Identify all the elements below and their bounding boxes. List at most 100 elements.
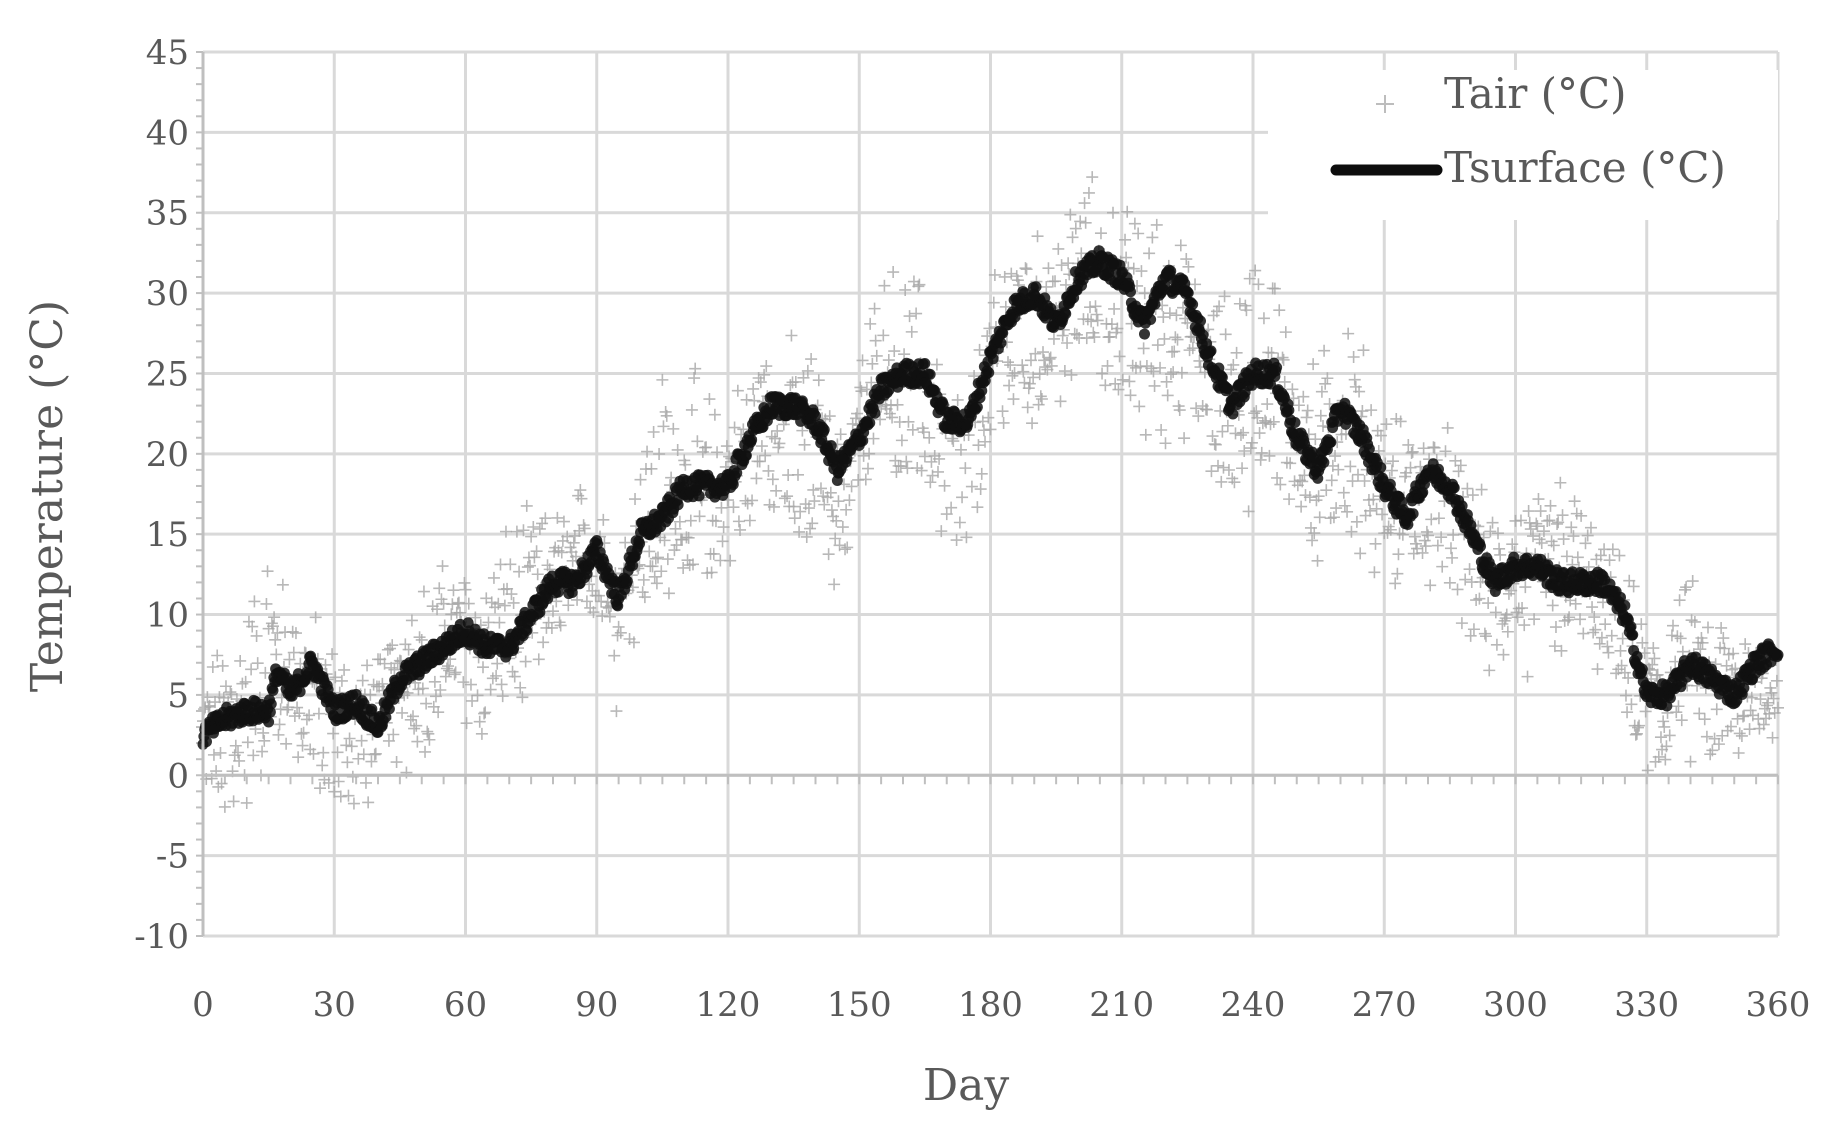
tair-point <box>1353 385 1366 398</box>
tair-point <box>510 525 523 538</box>
tair-point <box>1112 383 1125 396</box>
tair-point <box>492 597 505 610</box>
tsurface-point <box>983 367 995 379</box>
tair-point <box>297 726 310 739</box>
tair-point <box>1563 611 1576 624</box>
tair-point <box>1169 331 1182 344</box>
tair-point <box>1670 706 1683 719</box>
tair-point <box>1506 538 1519 551</box>
tair-point <box>656 373 669 386</box>
tair-point <box>814 482 827 495</box>
tair-point <box>638 591 651 604</box>
tair-point <box>1265 346 1278 359</box>
tair-point <box>1137 342 1150 355</box>
y-tick-label: 30 <box>146 274 189 314</box>
tair-point <box>1739 638 1752 651</box>
tair-point <box>1300 411 1313 424</box>
tair-point <box>250 629 263 642</box>
tair-point <box>1633 719 1646 732</box>
tair-point <box>947 435 960 448</box>
tair-point <box>773 437 786 450</box>
tair-point <box>793 525 806 538</box>
tair-point <box>818 498 831 511</box>
tair-point <box>841 541 854 554</box>
tair-point <box>1587 626 1600 639</box>
x-tick-label: 90 <box>575 985 618 1025</box>
tair-point <box>669 522 682 535</box>
tair-point <box>1521 670 1534 683</box>
tair-point <box>411 735 424 748</box>
y-tick-label: 0 <box>167 756 189 796</box>
tair-point <box>1159 437 1172 450</box>
tair-point <box>331 746 344 759</box>
tair-point <box>319 658 332 671</box>
tair-point <box>1588 611 1601 624</box>
tair-point <box>754 376 767 389</box>
tair-point <box>322 776 335 789</box>
tair-point <box>1059 278 1072 291</box>
tair-point <box>882 354 895 367</box>
tair-point <box>1090 308 1103 321</box>
tair-point <box>1154 361 1167 374</box>
tair-point <box>792 468 804 481</box>
tair-point <box>716 535 729 548</box>
tsurface-point <box>1417 486 1429 498</box>
tair-point <box>283 653 296 666</box>
tair-point <box>1651 668 1664 681</box>
tsurface-point <box>1289 417 1301 429</box>
tair-point <box>248 595 261 608</box>
tair-point <box>1256 417 1269 430</box>
tair-point <box>1454 459 1467 472</box>
tair-point <box>828 578 841 591</box>
tair-point <box>965 480 978 493</box>
tair-point <box>711 446 724 459</box>
tair-point <box>707 547 720 560</box>
tair-point <box>856 354 869 367</box>
tair-point <box>1621 706 1634 719</box>
tair-point <box>1724 720 1737 733</box>
tair-point <box>434 683 447 696</box>
tair-point <box>214 746 227 759</box>
tair-point <box>1061 337 1074 350</box>
tair-point <box>784 379 797 392</box>
tair-point <box>1408 530 1421 543</box>
tair-point <box>493 616 506 629</box>
tair-point <box>1593 637 1606 650</box>
tair-point <box>1058 365 1071 378</box>
tair-point <box>490 669 503 682</box>
tair-point <box>597 513 610 526</box>
tair-point <box>1255 446 1268 459</box>
tair-point <box>1180 253 1193 266</box>
tair-point <box>1321 372 1334 385</box>
tair-point <box>789 375 802 388</box>
tair-point <box>452 596 465 609</box>
tair-point <box>1026 417 1039 430</box>
x-tick-label: 180 <box>958 985 1023 1025</box>
tair-point <box>246 620 259 633</box>
tair-point <box>1523 516 1536 529</box>
tair-point <box>368 748 381 761</box>
tair-point <box>1770 674 1783 687</box>
axes <box>201 52 1778 936</box>
tair-point <box>1367 493 1380 506</box>
tair-point <box>1085 315 1098 328</box>
tair-point <box>788 512 801 525</box>
tair-point <box>679 458 692 471</box>
tair-point <box>215 777 228 790</box>
tair-point <box>413 631 426 644</box>
tair-point <box>1218 290 1231 303</box>
tair-point <box>734 523 747 536</box>
tair-point <box>1271 471 1284 484</box>
tair-point <box>1054 395 1067 408</box>
tair-point <box>1368 566 1381 579</box>
tair-point <box>1619 689 1632 702</box>
tair-point <box>273 718 286 731</box>
tair-point <box>1315 385 1328 398</box>
tair-point <box>1584 521 1597 534</box>
tair-point <box>1126 359 1139 372</box>
tair-point <box>912 280 925 293</box>
tair-point <box>527 521 540 534</box>
tair-point <box>1492 527 1504 540</box>
tair-point <box>1066 231 1079 244</box>
tair-point <box>1350 515 1363 528</box>
